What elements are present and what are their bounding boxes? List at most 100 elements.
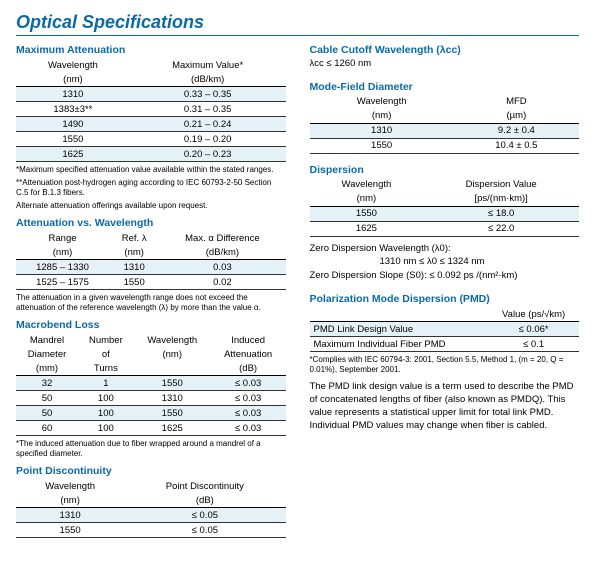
note: The attenuation in a given wavelength ra… [16,293,286,313]
pmd-table: Value (ps/√km) PMD Link Design Value≤ 0.… [310,307,580,352]
h: Range [16,231,109,245]
c: ≤ 22.0 [423,221,579,236]
c: 1550 [310,206,424,221]
c: 50 [16,391,78,406]
h: (µm) [454,109,579,124]
h: Dispersion Value [423,178,579,192]
c: 1383±3** [16,102,130,117]
c: 9.2 ± 0.4 [454,123,579,138]
c: 1310 [134,391,211,406]
macro-title: Macrobend Loss [16,319,286,331]
c: PMD Link Design Value [310,322,489,337]
cutoff-line: λcc ≤ 1260 nm [310,58,580,71]
note: Alternate attenuation offerings availabl… [16,201,286,211]
macro-table: Mandrel Number Wavelength Induced Diamet… [16,333,286,436]
h: Wavelength [310,95,454,109]
columns: Maximum Attenuation WavelengthMaximum Va… [16,44,579,538]
max-atten-title: Maximum Attenuation [16,44,286,56]
c: 1625 [134,421,211,436]
h: Point Discontinuity [124,479,285,493]
zero-disp-2: Zero Dispersion Slope (S0): ≤ 0.092 ps /… [310,270,580,283]
left-column: Maximum Attenuation WavelengthMaximum Va… [16,44,286,538]
page-title: Optical Specifications [16,12,579,36]
h: Mandrel [16,333,78,347]
c: 0.03 [159,260,285,275]
c: 1525 – 1575 [16,275,109,290]
c: 1285 – 1330 [16,260,109,275]
h: (dB) [211,361,286,376]
pmd-title: Polarization Mode Dispersion (PMD) [310,293,580,305]
c: ≤ 0.06* [488,322,579,337]
c: 1550 [16,523,124,538]
h: (dB/km) [159,245,285,260]
atten-wl-table: RangeRef. λMax. α Difference (nm)(nm)(dB… [16,231,286,290]
max-atten-table: WavelengthMaximum Value* (nm)(dB/km) 131… [16,58,286,162]
h: (nm) [134,347,211,361]
h: Wavelength [310,178,424,192]
c: 0.19 – 0.20 [130,132,286,147]
c: 1 [78,376,134,391]
note: **Attenuation post-hydrogen aging accord… [16,178,286,198]
h [310,307,489,322]
h: Diameter [16,347,78,361]
mfd-table: WavelengthMFD (nm)(µm) 13109.2 ± 0.4 155… [310,95,580,154]
h: (dB/km) [130,72,286,87]
c: 1310 [310,123,454,138]
c: 100 [78,421,134,436]
note: *Maximum specified attenuation value ava… [16,165,286,175]
c: 1550 [16,132,130,147]
c: 1310 [16,508,124,523]
c: 1550 [109,275,159,290]
c: 10.4 ± 0.5 [454,138,579,153]
c: ≤ 0.03 [211,406,286,421]
c: 50 [16,406,78,421]
c: 0.02 [159,275,285,290]
disp-title: Dispersion [310,164,580,176]
c: 0.33 – 0.35 [130,87,286,102]
cutoff-title: Cable Cutoff Wavelength (λcc) [310,44,580,56]
mfd-title: Mode-Field Diameter [310,81,580,93]
h: (nm) [109,245,159,260]
c: 1550 [134,376,211,391]
c: ≤ 0.05 [124,508,285,523]
c: 32 [16,376,78,391]
pmd-note: *Complies with IEC 60794-3: 2001, Sectio… [310,355,580,375]
h: Wavelength [134,333,211,347]
h: (nm) [310,192,424,207]
c: ≤ 18.0 [423,206,579,221]
h: (mm) [16,361,78,376]
c: 100 [78,391,134,406]
point-table: WavelengthPoint Discontinuity (nm)(dB) 1… [16,479,286,538]
h: Induced [211,333,286,347]
c: 100 [78,406,134,421]
h: (nm) [16,493,124,508]
c: 60 [16,421,78,436]
c: ≤ 0.1 [488,337,579,352]
c: ≤ 0.05 [124,523,285,538]
c: 1550 [310,138,454,153]
h: (nm) [16,245,109,260]
h: Wavelength [16,479,124,493]
c: 1490 [16,117,130,132]
h: MFD [454,95,579,109]
h: of [78,347,134,361]
c: 0.20 – 0.23 [130,147,286,162]
c: ≤ 0.03 [211,391,286,406]
h [134,361,211,376]
h: (nm) [310,109,454,124]
point-title: Point Discontinuity [16,465,286,477]
h: Ref. λ [109,231,159,245]
c: 1625 [310,221,424,236]
right-column: Cable Cutoff Wavelength (λcc) λcc ≤ 1260… [310,44,580,538]
zero-disp-1a: Zero Dispersion Wavelength (λ0): [310,243,580,256]
h: Max. α Difference [159,231,285,245]
atten-wl-title: Attenuation vs. Wavelength [16,217,286,229]
zero-disp-1b: 1310 nm ≤ λ0 ≤ 1324 nm [310,256,580,269]
c: ≤ 0.03 [211,376,286,391]
h: (dB) [124,493,285,508]
c: 0.21 – 0.24 [130,117,286,132]
h: (nm) [16,72,130,87]
c: ≤ 0.03 [211,421,286,436]
h: Value (ps/√km) [488,307,579,322]
h: Maximum Value* [130,58,286,72]
